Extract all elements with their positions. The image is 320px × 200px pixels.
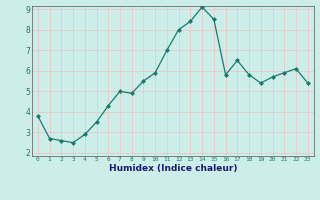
X-axis label: Humidex (Indice chaleur): Humidex (Indice chaleur) <box>108 164 237 173</box>
